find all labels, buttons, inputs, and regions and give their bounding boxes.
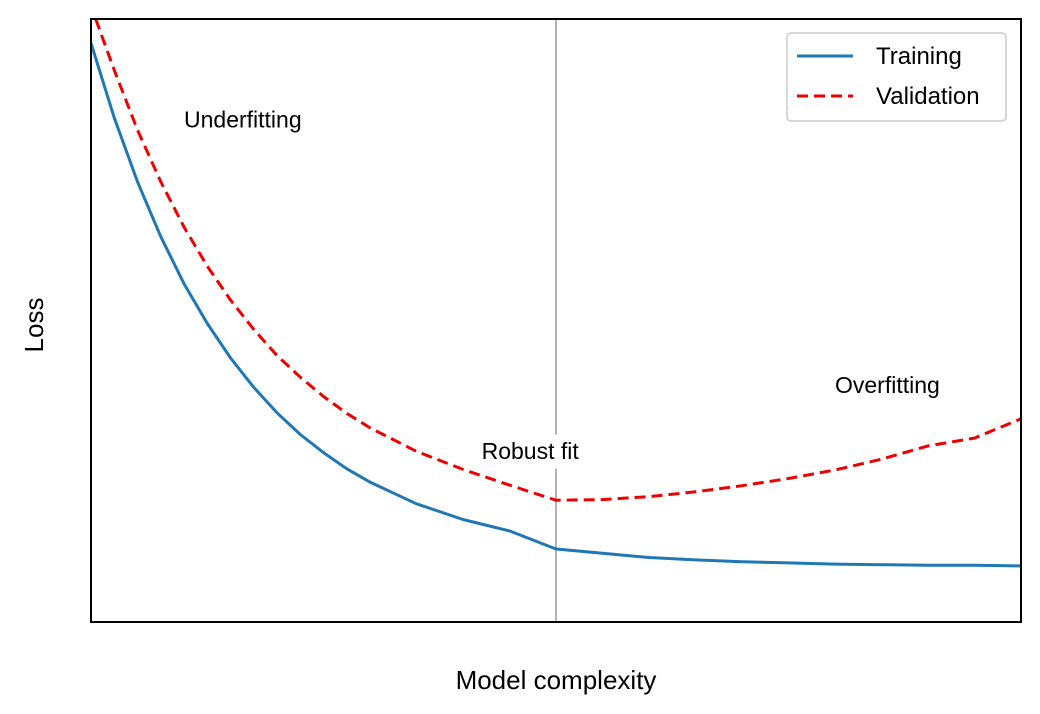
series-line-validation (94, 19, 1021, 502)
legend-label-training: Training (876, 43, 962, 70)
x-axis-label: Model complexity (456, 665, 657, 695)
y-axis-label: Loss (19, 298, 49, 353)
plot-frame (90, 18, 1022, 623)
annotation-robust-fit: Robust fit (482, 438, 580, 464)
legend: Training Validation (786, 32, 1007, 122)
annotation-overfitting: Overfitting (835, 372, 940, 398)
series-line-training (91, 42, 1021, 568)
legend-label-validation: Validation (876, 83, 980, 110)
annotation-underfitting: Underfitting (184, 107, 302, 133)
